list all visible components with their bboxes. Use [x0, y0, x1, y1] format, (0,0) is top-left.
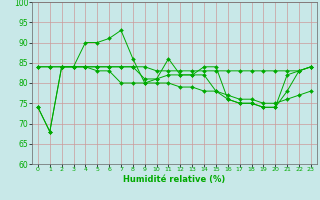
- X-axis label: Humidité relative (%): Humidité relative (%): [123, 175, 226, 184]
